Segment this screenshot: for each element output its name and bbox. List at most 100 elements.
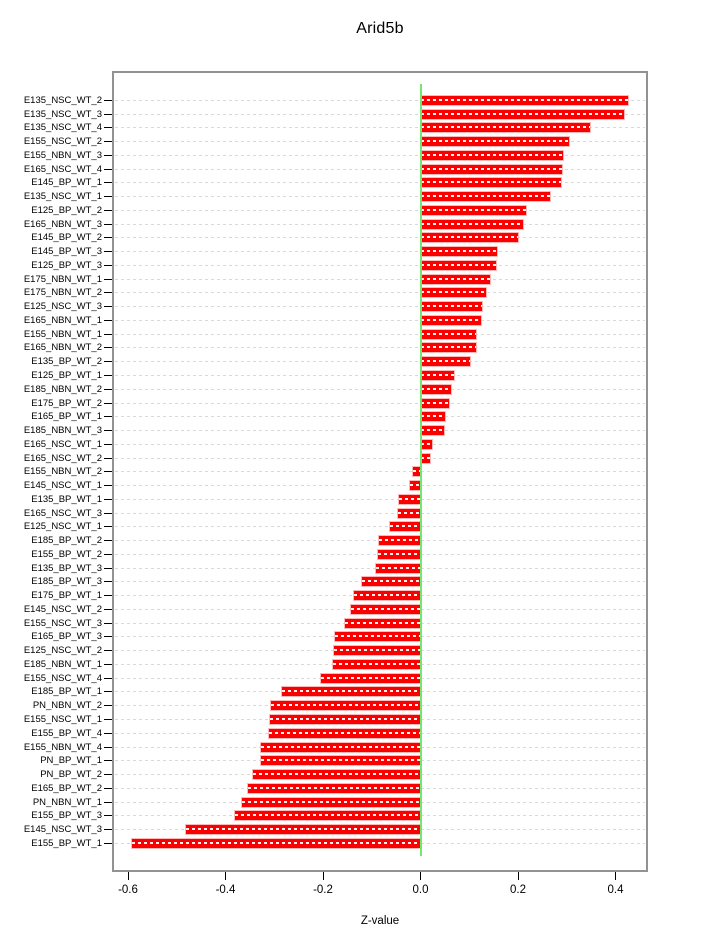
bar [420,192,551,202]
bar-hatch [420,277,490,280]
y-tick-label: E165_NSC_WT_2 [23,452,102,464]
bar-hatch [420,429,445,432]
y-tick-mark [104,319,112,321]
bar-hatch [420,332,477,335]
y-tick-mark [104,264,112,266]
y-tick-mark [104,801,112,803]
bar-hatch [345,621,421,624]
y-tick-mark [104,567,112,569]
bar-hatch [253,773,421,776]
y-tick-mark [104,278,112,280]
bar [379,536,421,546]
y-tick-label: E145_NSC_WT_3 [23,824,102,836]
bar-hatch [379,539,421,542]
bar [390,522,421,532]
bar-hatch [399,497,421,500]
y-tick-label: E165_NSC_WT_3 [23,507,102,519]
x-tick-label: 0.4 [607,884,624,896]
y-tick-mark [104,196,112,198]
bar-hatch [420,442,432,445]
bar-hatch [362,580,421,583]
bar [353,591,421,601]
bar [332,659,421,669]
bar [281,687,421,697]
y-tick-label: E185_BP_WT_3 [31,576,102,588]
y-tick-mark [104,141,112,143]
bar [320,673,421,683]
bar-hatch [420,181,561,184]
bar [420,302,482,312]
bar-hatch [261,745,421,748]
bar-hatch [420,415,446,418]
y-tick-mark [104,251,112,253]
bar [420,233,518,243]
y-tick-label: E125_NSC_WT_3 [23,301,102,313]
y-tick-mark [104,622,112,624]
bar [253,770,421,780]
bar-hatch [420,401,450,404]
y-tick-mark [104,430,112,432]
y-tick-label: E165_NSC_WT_1 [23,438,102,450]
bar-hatch [420,291,487,294]
bar-hatch [234,814,421,817]
y-tick-label: E145_BP_WT_1 [31,177,102,189]
y-tick-mark [104,375,112,376]
bar-hatch [248,786,421,789]
bar [413,467,421,477]
y-tick-label: E125_BP_WT_3 [31,259,102,271]
x-tick-mark [517,872,519,880]
gridline [115,347,645,349]
y-tick-label: E175_BP_WT_1 [31,590,102,602]
bar [399,494,421,504]
bar [261,742,421,752]
bar-hatch [260,759,421,762]
gridline [115,237,645,239]
y-tick-label: E155_BP_WT_2 [31,548,102,560]
bar [334,632,421,642]
y-tick-mark [104,663,112,665]
y-tick-mark [104,595,112,597]
bar [345,618,421,628]
y-tick-label: E155_NSC_WT_4 [23,672,102,684]
bar-hatch [242,800,421,803]
y-tick-mark [104,746,112,748]
y-tick-mark [104,691,112,693]
y-tick-label: E135_BP_WT_1 [31,493,102,505]
x-tick-mark [322,872,324,880]
gridline [115,388,645,390]
y-tick-mark [104,402,112,404]
y-tick-label: E145_NSC_WT_2 [23,603,102,615]
bar-hatch [410,484,421,487]
y-tick-mark [104,650,112,652]
y-tick-label: E185_BP_WT_1 [31,686,102,698]
bar [420,109,625,119]
gridline [115,471,645,473]
bar [420,357,470,367]
gridline [115,292,645,294]
x-tick-mark [615,872,616,880]
gridline [115,196,645,198]
bar [420,123,591,133]
bar-hatch [420,98,628,101]
gridline [115,375,645,376]
bar-hatch [420,456,430,459]
bar [260,756,421,766]
y-tick-mark [104,829,112,831]
bar-hatch [420,360,470,363]
y-tick-mark [104,787,112,789]
bar-hatch [420,208,527,211]
bar [420,398,450,408]
bar [420,384,452,394]
y-tick-label: E145_BP_WT_3 [31,246,102,258]
bar [242,797,421,807]
y-tick-label: E155_NSC_WT_1 [23,714,102,725]
bar-hatch [390,525,421,528]
bar-hatch [420,236,518,239]
gridline [115,154,645,156]
y-tick-mark [104,154,112,156]
y-tick-label: E165_BP_WT_2 [31,782,102,794]
y-tick-mark [104,636,112,638]
bar-hatch [420,112,625,115]
bar [186,825,421,835]
gridline [115,526,645,528]
